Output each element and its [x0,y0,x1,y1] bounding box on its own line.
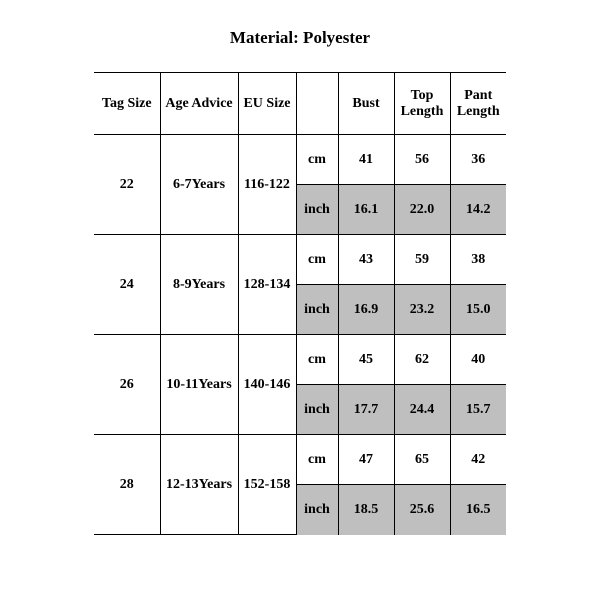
cell-pant-cm: 40 [450,335,506,385]
cell-top-cm: 62 [394,335,450,385]
cell-tag-size: 28 [94,435,160,535]
table-row: 28 12-13Years 152-158 cm 47 65 42 [94,435,506,485]
cell-age-advice: 8-9Years [160,235,238,335]
cell-unit-cm: cm [296,435,338,485]
cell-unit-inch: inch [296,285,338,335]
cell-unit-inch: inch [296,185,338,235]
cell-top-cm: 59 [394,235,450,285]
cell-eu-size: 116-122 [238,135,296,235]
cell-eu-size: 152-158 [238,435,296,535]
cell-unit-inch: inch [296,485,338,535]
table-body: 22 6-7Years 116-122 cm 41 56 36 inch 16.… [94,135,506,535]
col-tag-size: Tag Size [94,73,160,135]
cell-pant-inch: 15.7 [450,385,506,435]
table-row: 24 8-9Years 128-134 cm 43 59 38 [94,235,506,285]
cell-top-cm: 65 [394,435,450,485]
cell-eu-size: 140-146 [238,335,296,435]
cell-pant-inch: 16.5 [450,485,506,535]
col-eu-size: EU Size [238,73,296,135]
cell-top-cm: 56 [394,135,450,185]
cell-top-inch: 24.4 [394,385,450,435]
cell-tag-size: 22 [94,135,160,235]
size-chart-table: Tag Size Age Advice EU Size Bust Top Len… [94,72,506,535]
cell-age-advice: 6-7Years [160,135,238,235]
cell-unit-inch: inch [296,385,338,435]
cell-pant-cm: 36 [450,135,506,185]
col-unit [296,73,338,135]
cell-bust-inch: 16.1 [338,185,394,235]
cell-bust-cm: 47 [338,435,394,485]
cell-age-advice: 10-11Years [160,335,238,435]
table-row: 22 6-7Years 116-122 cm 41 56 36 [94,135,506,185]
table-row: 26 10-11Years 140-146 cm 45 62 40 [94,335,506,385]
cell-top-inch: 25.6 [394,485,450,535]
table-header-row: Tag Size Age Advice EU Size Bust Top Len… [94,73,506,135]
cell-bust-inch: 16.9 [338,285,394,335]
cell-age-advice: 12-13Years [160,435,238,535]
cell-top-inch: 23.2 [394,285,450,335]
cell-bust-inch: 18.5 [338,485,394,535]
cell-tag-size: 26 [94,335,160,435]
cell-pant-cm: 38 [450,235,506,285]
cell-pant-cm: 42 [450,435,506,485]
cell-pant-inch: 14.2 [450,185,506,235]
cell-bust-cm: 43 [338,235,394,285]
cell-bust-cm: 45 [338,335,394,385]
cell-top-inch: 22.0 [394,185,450,235]
cell-pant-inch: 15.0 [450,285,506,335]
cell-bust-cm: 41 [338,135,394,185]
cell-tag-size: 24 [94,235,160,335]
col-pant-length: Pant Length [450,73,506,135]
col-top-length: Top Length [394,73,450,135]
cell-unit-cm: cm [296,335,338,385]
col-bust: Bust [338,73,394,135]
cell-unit-cm: cm [296,135,338,185]
cell-bust-inch: 17.7 [338,385,394,435]
cell-unit-cm: cm [296,235,338,285]
page-title: Material: Polyester [0,0,600,72]
cell-eu-size: 128-134 [238,235,296,335]
col-age-advice: Age Advice [160,73,238,135]
